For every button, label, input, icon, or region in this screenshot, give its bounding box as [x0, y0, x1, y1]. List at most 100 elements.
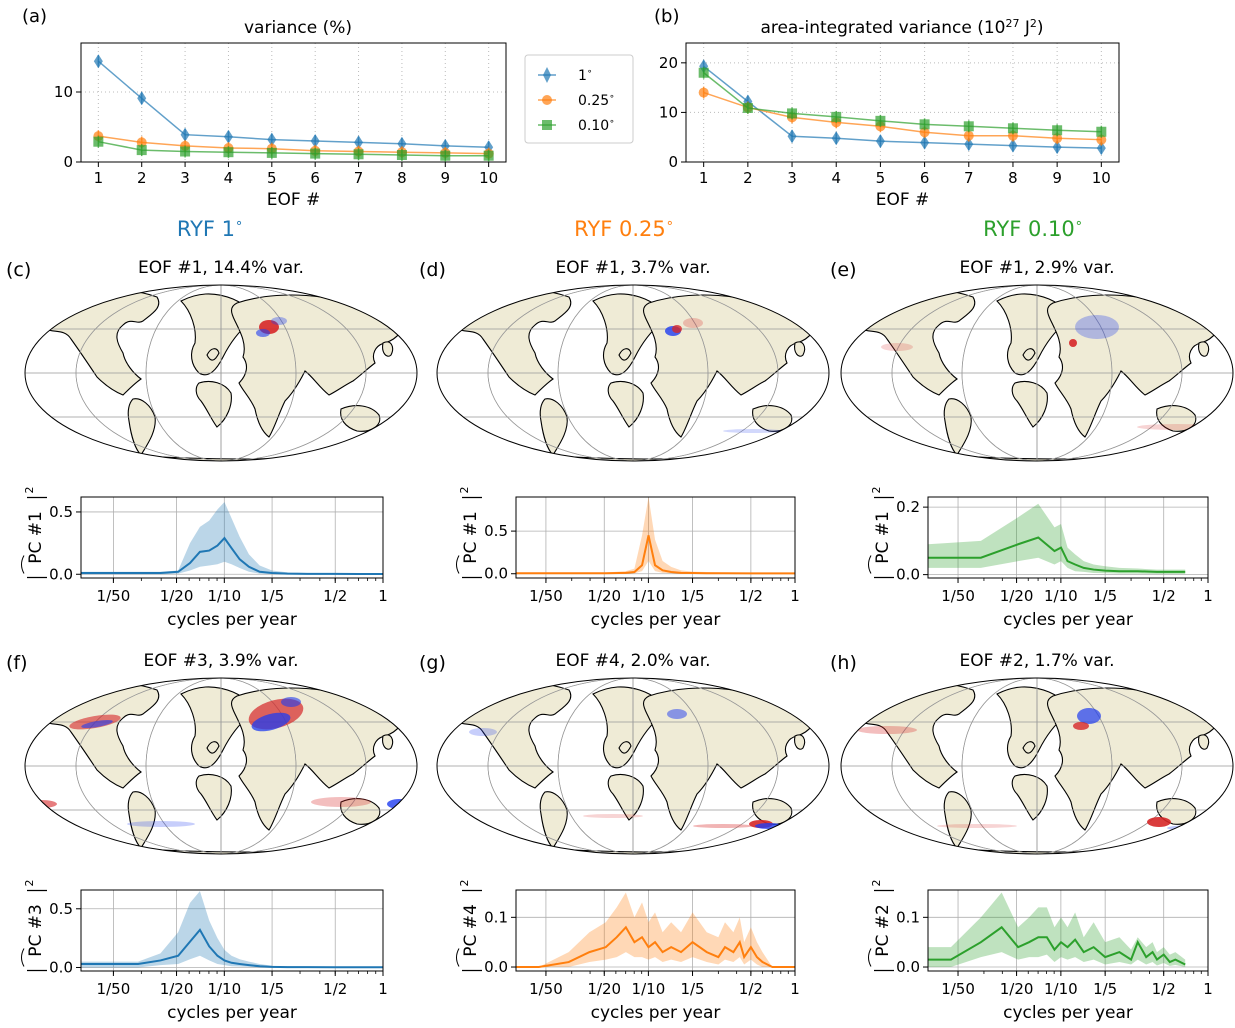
land — [607, 380, 644, 428]
map-c — [24, 284, 418, 462]
land — [1022, 741, 1036, 754]
x-tick-label: 7 — [354, 169, 364, 187]
confidence-band — [928, 503, 1186, 574]
x-tick-label: 1/10 — [632, 587, 666, 605]
y-axis-label: PC #1 2 — [868, 487, 894, 579]
y-tick-label: 20 — [659, 54, 678, 72]
x-tick-label: 1/2 — [1152, 587, 1176, 605]
x-tick-label: 1/50 — [529, 980, 563, 998]
anomaly-patch — [857, 726, 917, 734]
y-tick-label: 0 — [63, 153, 73, 171]
y-tick-label: 10 — [659, 103, 678, 121]
x-tick-label: 1/50 — [941, 980, 975, 998]
y-tick-label: 0.1 — [484, 908, 508, 926]
meridian — [75, 678, 367, 854]
meridian — [961, 285, 1113, 461]
anomaly-patch — [281, 697, 301, 707]
data-point — [136, 145, 147, 156]
y-axis-label-superscript: 2 — [870, 880, 883, 887]
data-point — [831, 131, 841, 146]
panel-label-h: (h) — [830, 652, 857, 674]
map-body — [437, 678, 829, 854]
x-tick-label: 1/10 — [207, 980, 241, 998]
x-tick-label: 8 — [397, 169, 407, 187]
series-line-1 — [703, 65, 1102, 149]
panel-label-f: (f) — [6, 652, 28, 674]
x-tick-label: 1/2 — [739, 980, 763, 998]
map-body — [841, 678, 1233, 854]
x-tick-label: 1/5 — [680, 587, 704, 605]
anomaly-patch — [672, 325, 682, 333]
data-point — [963, 121, 974, 132]
y-axis-label-superscript: 2 — [458, 487, 471, 494]
data-point — [180, 127, 190, 142]
land — [382, 734, 394, 750]
panel-label-c: (c) — [6, 259, 31, 281]
meridian — [557, 678, 709, 854]
map-title-e: EOF #1, 2.9% var. — [959, 258, 1114, 278]
y-axis-label: PC #3 2 — [21, 880, 47, 972]
y-axis-label-text: PC #1 — [26, 511, 46, 564]
anomaly-patch — [387, 799, 411, 809]
x-tick-label: 9 — [1052, 169, 1062, 187]
data-point — [787, 129, 797, 144]
x-tick-label: 1/10 — [207, 587, 241, 605]
anomaly-patch — [1073, 722, 1089, 730]
x-tick-label: 1/2 — [739, 587, 763, 605]
spectrum-line — [928, 536, 1186, 573]
anomaly-patch — [881, 343, 913, 351]
anomaly-patch — [256, 329, 270, 337]
land — [206, 741, 220, 754]
data-point — [1007, 123, 1018, 134]
map-frame — [24, 284, 418, 462]
map-frame — [436, 677, 830, 855]
land — [195, 773, 232, 821]
x-tick-label: 1/50 — [941, 587, 975, 605]
y-tick-label: 0.0 — [484, 565, 508, 583]
y-tick-label: 0.0 — [49, 565, 73, 583]
map-outline — [840, 284, 1234, 462]
series-line-1 — [97, 60, 489, 149]
map-frame — [436, 284, 830, 462]
data-point — [353, 149, 364, 160]
x-tick-label: 7 — [964, 169, 974, 187]
x-tick-label: 1 — [378, 980, 388, 998]
y-axis-label: PC #1 2 — [21, 487, 47, 579]
map-title-c: EOF #1, 14.4% var. — [138, 258, 304, 278]
data-point — [266, 147, 277, 158]
axes-frame — [685, 42, 1120, 163]
chart-d: 1/50 1/20 1/10 1/5 1/2 1 0.0 0.5 cycles per year… — [456, 487, 800, 630]
data-point — [698, 67, 709, 78]
land — [456, 290, 572, 396]
x-tick-label: 1/10 — [632, 980, 666, 998]
legend-label-025: 0.25∘ — [578, 92, 615, 109]
anomaly-patch — [127, 821, 195, 827]
land — [1198, 734, 1210, 750]
x-axis-label: cycles per year — [167, 610, 297, 630]
y-tick-label: 0 — [668, 153, 678, 171]
anomaly-patch — [583, 814, 643, 818]
x-axis-label: cycles per year — [1003, 610, 1133, 630]
anomaly-patch — [755, 823, 783, 829]
data-point — [1096, 134, 1107, 145]
panel-label-d: (d) — [419, 259, 446, 281]
map-d — [436, 284, 830, 462]
series-line-0.25 — [703, 91, 1102, 141]
land — [1022, 348, 1036, 361]
spectrum-line — [81, 536, 383, 576]
meridian — [557, 285, 709, 461]
data-point — [831, 111, 842, 122]
y-tick-label: 0.5 — [49, 503, 73, 521]
map-f — [24, 677, 418, 855]
land — [794, 734, 806, 750]
x-tick-label: 1/5 — [260, 980, 284, 998]
land — [1198, 341, 1210, 357]
axes-frame — [80, 496, 384, 579]
map-body — [437, 285, 829, 461]
chart-a: 1 2 3 4 5 6 7 8 9 10 0 10 EOF # — [54, 42, 507, 210]
y-tick-label: 0.0 — [484, 958, 508, 976]
data-point — [397, 136, 407, 151]
heading-ryf025: RYF 0.25∘ — [574, 216, 674, 241]
y-axis-label-text: PC #3 — [26, 904, 46, 957]
data-point — [919, 119, 930, 130]
